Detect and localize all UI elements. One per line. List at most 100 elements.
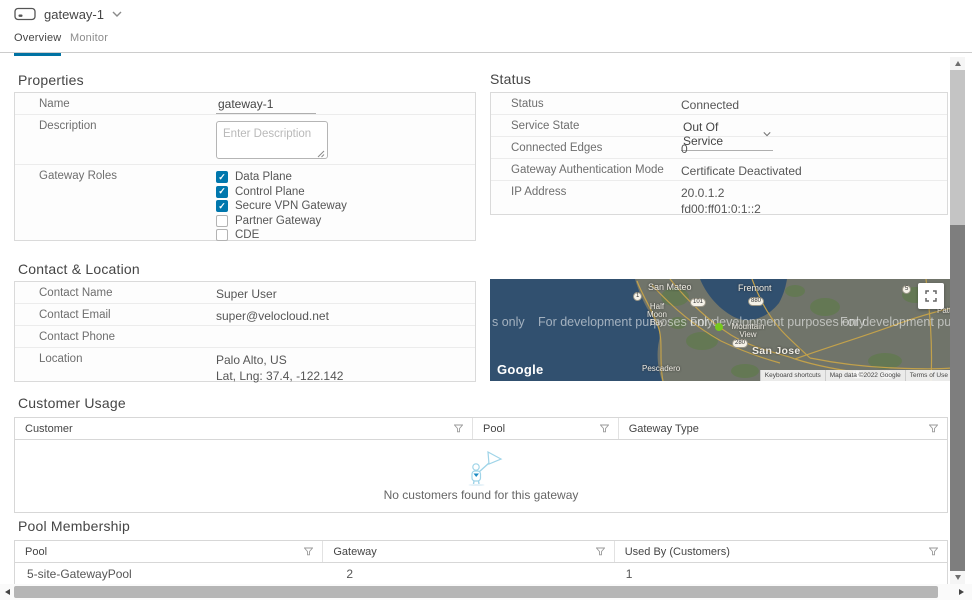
property-row-gateway-roles: Gateway Roles Data Plane Control Plane S… bbox=[15, 165, 475, 242]
tab-overview[interactable]: Overview bbox=[14, 32, 62, 56]
column-label: Pool bbox=[483, 422, 506, 435]
used-by-cell: 1 bbox=[625, 566, 633, 581]
checkbox-control-plane[interactable] bbox=[216, 185, 228, 198]
filter-icon[interactable] bbox=[304, 547, 314, 556]
checkbox-data-plane[interactable] bbox=[216, 171, 228, 183]
role-label: Secure VPN Gateway bbox=[235, 200, 347, 212]
keyboard-shortcuts-link[interactable]: Keyboard shortcuts bbox=[759, 370, 825, 381]
filter-icon[interactable] bbox=[929, 424, 938, 433]
customer-usage-table: Customer Pool Gateway Type bbox=[14, 417, 948, 513]
column-label: Gateway Type bbox=[628, 422, 699, 435]
service-state-label: Service State bbox=[511, 120, 580, 132]
role-label: CDE bbox=[235, 229, 260, 241]
contact-email-label: Contact Email bbox=[39, 309, 111, 321]
page-title: gateway-1 bbox=[44, 6, 104, 22]
road-shield: 880 bbox=[748, 297, 765, 306]
ip-address-label: IP Address bbox=[511, 186, 567, 198]
terms-of-use-link[interactable]: Terms of Use bbox=[904, 370, 952, 381]
status-row-service-state: Service State Out Of Service bbox=[491, 115, 947, 151]
map-marker[interactable] bbox=[715, 323, 723, 331]
gateway-selector[interactable]: gateway-1 bbox=[14, 6, 122, 22]
scroll-left-button[interactable] bbox=[0, 584, 14, 600]
fullscreen-icon bbox=[925, 290, 937, 302]
vertical-scroll-track[interactable] bbox=[950, 70, 965, 225]
filter-icon[interactable] bbox=[454, 424, 463, 433]
properties-panel: Name Description Gateway Roles Data Plan… bbox=[14, 92, 476, 241]
empty-state-message: No customers found for this gateway bbox=[383, 488, 579, 502]
google-logo[interactable]: Google bbox=[497, 362, 544, 377]
name-input[interactable] bbox=[216, 93, 316, 114]
filter-icon[interactable] bbox=[929, 547, 938, 556]
status-value: Connected bbox=[681, 98, 740, 112]
arrow-down-icon bbox=[954, 575, 961, 580]
scroll-right-button[interactable] bbox=[954, 584, 968, 600]
map-label-san-jose: San Jose bbox=[752, 345, 801, 357]
checkbox-partner-gateway[interactable] bbox=[216, 214, 228, 227]
section-title-customer-usage: Customer Usage bbox=[18, 395, 126, 411]
contact-name-value: Super User bbox=[216, 287, 277, 301]
service-state-select[interactable]: Out Of Service bbox=[681, 116, 773, 151]
map-terrain bbox=[490, 279, 952, 381]
location-label: Location bbox=[39, 353, 83, 365]
chevron-down-icon[interactable] bbox=[112, 11, 122, 17]
scroll-down-button[interactable] bbox=[950, 571, 965, 584]
table-row[interactable]: 5-site-GatewayPool 2 1 bbox=[15, 563, 947, 584]
checkbox-secure-vpn-gateway[interactable] bbox=[216, 200, 228, 212]
ipv4-value: 20.0.1.2 bbox=[681, 186, 725, 200]
column-header-pool: Pool bbox=[472, 418, 618, 439]
auth-mode-value: Certificate Deactivated bbox=[681, 164, 802, 178]
gateway-roles-label: Gateway Roles bbox=[39, 170, 117, 182]
connected-edges-label: Connected Edges bbox=[511, 142, 603, 154]
map-attribution: Keyboard shortcuts Map data ©2022 Google… bbox=[759, 370, 952, 381]
filter-icon[interactable] bbox=[595, 547, 605, 556]
contact-row-email: Contact Email super@velocloud.net bbox=[15, 304, 475, 326]
role-cde: CDE bbox=[216, 228, 347, 242]
ipv6-value: fd00:ff01:0:1::2 bbox=[681, 202, 761, 216]
app-header: gateway-1 bbox=[0, 0, 972, 32]
contact-location-panel: Contact Name Super User Contact Email su… bbox=[14, 281, 476, 383]
gateway-icon bbox=[14, 7, 36, 21]
map-data-label[interactable]: Map data ©2022 Google bbox=[824, 370, 905, 381]
role-label: Control Plane bbox=[235, 185, 305, 198]
section-title-properties: Properties bbox=[18, 72, 84, 88]
status-row-connected-edges: Connected Edges 0 bbox=[491, 137, 947, 159]
contact-row-location: Location Palo Alto, US Lat, Lng: 37.4, -… bbox=[15, 348, 475, 383]
vertical-scrollbar[interactable] bbox=[950, 57, 965, 584]
horizontal-scrollbar[interactable] bbox=[0, 584, 972, 600]
checkbox-cde[interactable] bbox=[216, 229, 228, 241]
road-shield: 280 bbox=[732, 339, 749, 348]
column-header-gateway: Gateway bbox=[322, 541, 613, 562]
tab-bar: Overview Monitor bbox=[0, 32, 972, 56]
role-secure-vpn-gateway: Secure VPN Gateway bbox=[216, 199, 347, 213]
contact-email-value: super@velocloud.net bbox=[216, 309, 329, 323]
vertical-scrollbar-thumb[interactable] bbox=[950, 225, 965, 571]
status-row-auth-mode: Gateway Authentication Mode Certificate … bbox=[491, 159, 947, 181]
horizontal-scrollbar-thumb[interactable] bbox=[14, 586, 938, 598]
customer-usage-empty-state: No customers found for this gateway bbox=[15, 440, 947, 512]
location-city: Palo Alto, US bbox=[216, 353, 287, 367]
tab-monitor[interactable]: Monitor bbox=[70, 32, 109, 44]
description-textarea[interactable] bbox=[216, 121, 328, 159]
scroll-up-button[interactable] bbox=[950, 57, 965, 70]
contact-name-label: Contact Name bbox=[39, 287, 113, 299]
status-panel: Status Connected Service State Out Of Se… bbox=[490, 92, 948, 216]
property-row-name: Name bbox=[15, 93, 475, 115]
map-watermark: For development purposes only bbox=[840, 315, 952, 329]
property-row-description: Description bbox=[15, 115, 475, 165]
column-header-gateway-type: Gateway Type bbox=[617, 418, 947, 439]
section-title-contact-location: Contact & Location bbox=[18, 261, 140, 277]
column-label: Gateway bbox=[333, 545, 377, 558]
section-title-pool-membership: Pool Membership bbox=[18, 518, 130, 534]
gateway-cell: 2 bbox=[346, 566, 354, 581]
map-watermark: For development purposes only bbox=[538, 315, 714, 329]
location-latlng: Lat, Lng: 37.4, -122.142 bbox=[216, 369, 344, 383]
arrow-left-icon bbox=[4, 589, 10, 595]
google-map[interactable]: s only For development purposes only For… bbox=[490, 279, 952, 381]
fullscreen-button[interactable] bbox=[918, 283, 944, 309]
filter-icon[interactable] bbox=[599, 424, 609, 433]
contact-row-name: Contact Name Super User bbox=[15, 282, 475, 304]
ip-address-value: 20.0.1.2 fd00:ff01:0:1::2 bbox=[681, 181, 761, 216]
map-label-fremont: Fremont bbox=[738, 283, 772, 293]
status-row-ip-address: IP Address 20.0.1.2 fd00:ff01:0:1::2 bbox=[491, 181, 947, 216]
road-shield: 101 bbox=[690, 298, 707, 307]
